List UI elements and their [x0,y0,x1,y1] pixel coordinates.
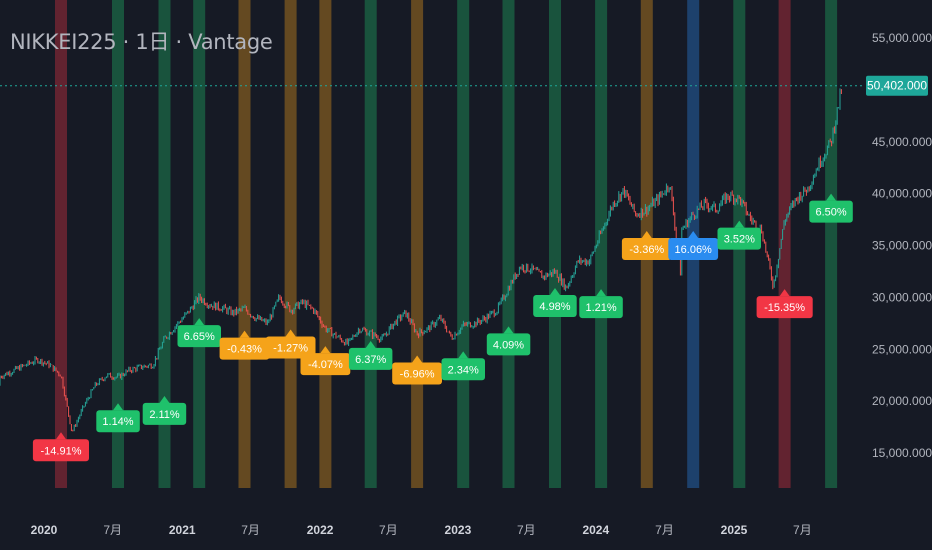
time-axis[interactable]: 2020 7月 2021 7月 2022 7月 2023 7月 2024 7月 2025 7月 [31,523,812,537]
return-label-6: -1.27% [265,329,316,359]
return-label-text: 2.11% [149,409,180,421]
y-tick-label: 35,000.000 [872,239,932,253]
return-label-text: -15.35% [764,302,805,314]
return-annotations: -14.91% 1.14% 2.11% 6.65% -0.43% -1.27%-4.07%… [32,193,853,462]
return-label-10: 2.34% [441,351,485,381]
x-tick-label: 2025 [721,523,748,537]
y-tick-label: 15,000.000 [872,446,932,460]
return-label-text: 1.14% [102,416,133,428]
period-band-7 [319,0,332,488]
return-label-8: 6.37% [348,340,393,370]
return-label-17: -15.35% [756,289,813,319]
return-label-1: -14.91% [32,432,89,462]
return-label-13: 1.21% [579,289,623,319]
last-price-text: 50,402.000 [867,79,927,93]
price-axis[interactable]: 15,000.000 20,000.000 25,000.000 30,000.000… [872,31,932,460]
return-label-9: -6.96% [392,355,442,385]
return-label-text: 4.98% [539,301,570,313]
return-label-text: 4.09% [493,339,524,351]
return-label-16: 3.52% [717,220,761,250]
return-label-text: -0.43% [227,344,262,356]
return-label-text: 6.37% [355,354,386,366]
period-band-12 [549,0,561,488]
period-band-13 [595,0,608,488]
y-tick-label: 25,000.000 [872,342,932,356]
return-label-2: 1.14% [96,403,140,433]
return-label-4: 6.65% [177,318,221,348]
x-tick-label: 2020 [31,523,58,537]
return-label-18: 6.50% [809,193,853,223]
x-tick-label: 2023 [445,523,472,537]
return-label-5: -0.43% [219,330,270,360]
period-band-4 [193,0,206,488]
x-tick-label: 7月 [241,523,260,537]
return-label-text: -1.27% [273,343,308,355]
y-tick-label: 20,000.000 [872,394,932,408]
period-band-2 [112,0,124,488]
period-band-17 [778,0,791,488]
return-label-12: 4.98% [533,288,577,317]
y-tick-label: 55,000.000 [872,31,932,45]
y-tick-label: 30,000.000 [872,290,932,304]
return-label-text: 1.21% [585,302,616,314]
x-tick-label: 2024 [582,523,609,537]
return-label-text: -4.07% [308,359,343,371]
return-label-text: -6.96% [400,369,435,381]
period-band-10 [457,0,470,488]
return-label-text: 6.50% [815,207,846,219]
return-label-text: 2.34% [448,364,479,376]
chart-title: NIKKEI225 · 1日 · Vantage [10,30,273,54]
period-band-18 [825,0,838,488]
period-band-1 [55,0,67,488]
x-tick-label: 7月 [655,523,674,537]
return-label-text: -14.91% [41,445,82,457]
x-tick-label: 2021 [169,523,196,537]
last-price-label: 50,402.000 [866,75,928,96]
return-label-text: 3.52% [724,234,755,246]
return-label-7: -4.07% [300,346,351,376]
return-label-11: 4.09% [486,326,531,356]
return-label-14: -3.36% [621,230,672,260]
x-tick-label: 7月 [517,523,536,537]
return-label-text: -3.36% [629,244,664,256]
period-band-11 [502,0,515,488]
period-band-5 [238,0,251,488]
x-tick-label: 7月 [379,523,398,537]
price-series [0,88,842,432]
x-tick-label: 7月 [103,523,122,537]
y-tick-label: 40,000.000 [872,187,932,201]
y-tick-label: 45,000.000 [872,135,932,149]
period-band-9 [411,0,424,488]
return-label-3: 2.11% [142,395,187,425]
return-label-15: 16.06% [668,230,719,260]
last-price-tag-bg [866,75,928,96]
x-tick-label: 2022 [307,523,334,537]
return-label-text: 16.06% [675,244,713,256]
x-tick-label: 7月 [793,523,812,537]
period-band-6 [284,0,297,488]
period-band-3 [158,0,171,488]
period-band-8 [364,0,377,488]
return-label-text: 6.65% [184,331,215,343]
